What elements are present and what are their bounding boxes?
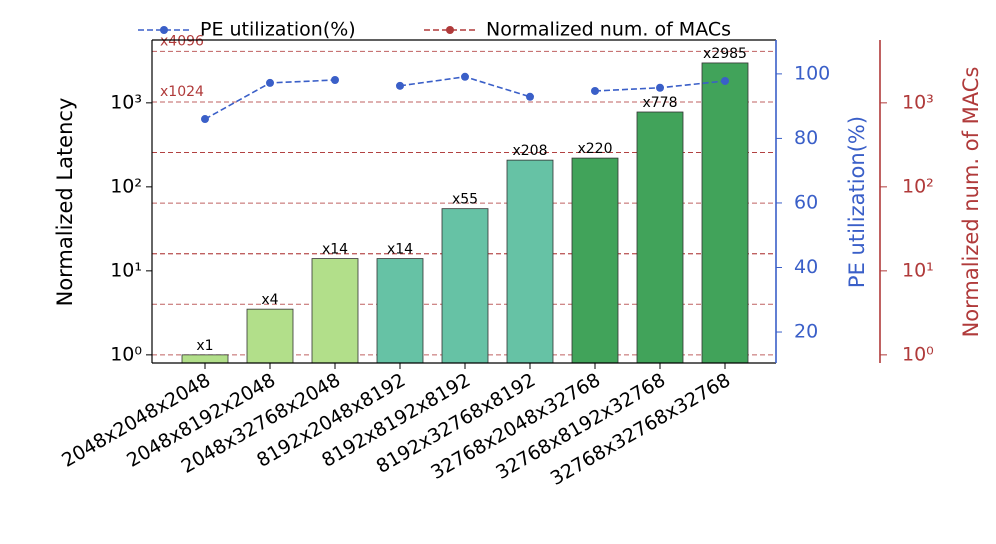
value-label: x4 [261, 292, 278, 308]
pe-point [461, 72, 469, 81]
y2-tick-label: 40 [794, 256, 818, 278]
legend-label: PE utilization(%) [200, 19, 356, 41]
pe-point [396, 81, 404, 90]
legend-marker [446, 26, 454, 34]
bar [311, 258, 359, 364]
value-label: x14 [387, 242, 413, 258]
value-label: x2985 [703, 46, 747, 62]
y-tick-label: 10¹ [110, 259, 142, 281]
y-tick-label: 10⁰ [110, 343, 142, 365]
y3-tick-label: 10⁰ [902, 343, 934, 365]
y-tick-label: 10³ [110, 91, 142, 113]
pe-point [201, 115, 209, 124]
y3-tick-label: 10³ [902, 91, 934, 113]
bar [181, 354, 229, 364]
legend-label: Normalized num. of MACs [486, 19, 731, 41]
y2-tick-label: 60 [794, 191, 818, 213]
pe-point [331, 76, 339, 85]
y2-tick-label: 100 [794, 62, 830, 84]
y3-axis-label: Normalized num. of MACs [959, 67, 983, 338]
bar [441, 208, 489, 364]
pe-point [266, 78, 274, 87]
value-label: x1 [196, 338, 213, 354]
value-label: x778 [642, 95, 677, 111]
pe-point [721, 76, 729, 85]
y2-tick-label: 80 [794, 127, 818, 149]
bar [376, 258, 424, 364]
pe-point [526, 92, 534, 101]
bar [246, 308, 294, 364]
bar [506, 159, 554, 364]
y3-tick-label: 10² [902, 175, 934, 197]
y-axis-label: Normalized Latency [53, 98, 77, 307]
bar [571, 157, 619, 364]
y-tick-label: 10² [110, 175, 142, 197]
annotation: x1024 [160, 84, 204, 100]
value-label: x220 [577, 141, 612, 157]
annotation: x4096 [160, 33, 204, 49]
pe-point [591, 86, 599, 95]
pe-point [656, 83, 664, 92]
y2-tick-label: 20 [794, 321, 818, 343]
legend-marker [160, 26, 168, 34]
bar [636, 111, 684, 364]
y3-tick-label: 10¹ [902, 259, 934, 281]
value-label: x208 [512, 143, 547, 159]
value-label: x55 [452, 192, 478, 208]
y2-axis-label: PE utilization(%) [845, 116, 869, 288]
value-label: x14 [322, 242, 348, 258]
bar [701, 62, 749, 364]
